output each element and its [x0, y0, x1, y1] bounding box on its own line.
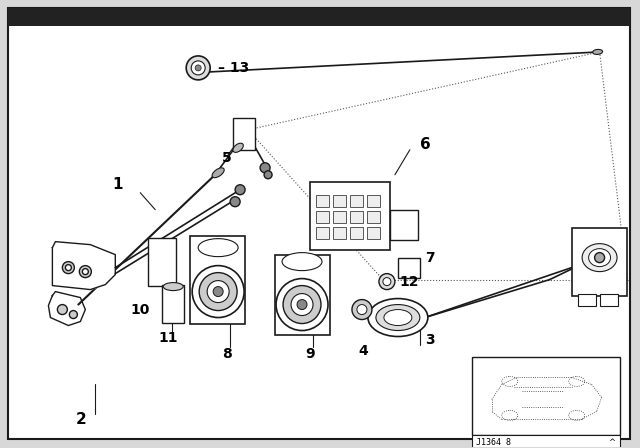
- Ellipse shape: [384, 310, 412, 326]
- Circle shape: [235, 185, 245, 195]
- Text: ^: ^: [608, 438, 615, 447]
- Ellipse shape: [376, 305, 420, 331]
- Ellipse shape: [213, 287, 223, 297]
- Polygon shape: [49, 292, 85, 326]
- Bar: [472, 435, 620, 448]
- Bar: [275, 254, 330, 335]
- Ellipse shape: [163, 283, 183, 291]
- Bar: [316, 227, 329, 239]
- Circle shape: [264, 171, 272, 179]
- Circle shape: [62, 262, 74, 274]
- Text: J1364 8: J1364 8: [476, 438, 511, 447]
- Bar: [367, 227, 380, 239]
- Circle shape: [83, 269, 88, 275]
- Ellipse shape: [233, 143, 243, 152]
- Text: 10: 10: [131, 302, 150, 317]
- Bar: [148, 237, 176, 285]
- Bar: [316, 195, 329, 207]
- Bar: [8, 8, 630, 26]
- Bar: [233, 118, 255, 150]
- Ellipse shape: [212, 168, 224, 178]
- Polygon shape: [52, 241, 115, 289]
- Ellipse shape: [207, 280, 229, 302]
- Bar: [600, 293, 618, 306]
- Bar: [333, 195, 346, 207]
- Ellipse shape: [589, 249, 611, 267]
- Circle shape: [383, 278, 391, 285]
- Bar: [190, 236, 245, 323]
- Circle shape: [69, 310, 77, 319]
- Text: – 13: – 13: [218, 61, 250, 75]
- Circle shape: [186, 56, 210, 80]
- Circle shape: [65, 265, 72, 271]
- Circle shape: [230, 197, 240, 207]
- Circle shape: [195, 65, 201, 71]
- Ellipse shape: [199, 272, 237, 310]
- Text: 2: 2: [76, 412, 86, 427]
- Text: 5: 5: [222, 151, 232, 165]
- Bar: [333, 211, 346, 223]
- Bar: [350, 211, 363, 223]
- Bar: [333, 227, 346, 239]
- Circle shape: [357, 305, 367, 314]
- Text: 12: 12: [400, 275, 419, 289]
- Text: 8: 8: [222, 348, 232, 362]
- Ellipse shape: [297, 300, 307, 310]
- Ellipse shape: [198, 239, 238, 257]
- Bar: [310, 182, 390, 250]
- Ellipse shape: [276, 279, 328, 331]
- Bar: [578, 293, 596, 306]
- Bar: [350, 195, 363, 207]
- Ellipse shape: [582, 244, 617, 271]
- Circle shape: [58, 305, 67, 314]
- Bar: [350, 227, 363, 239]
- Ellipse shape: [291, 293, 313, 315]
- Text: 4: 4: [358, 345, 368, 358]
- Text: 3: 3: [425, 332, 435, 346]
- Bar: [162, 284, 184, 323]
- Bar: [316, 211, 329, 223]
- Bar: [367, 211, 380, 223]
- Text: 9: 9: [305, 348, 315, 362]
- Circle shape: [260, 163, 270, 173]
- Circle shape: [352, 300, 372, 319]
- Ellipse shape: [593, 49, 603, 55]
- Ellipse shape: [282, 253, 322, 271]
- Ellipse shape: [283, 285, 321, 323]
- Bar: [367, 195, 380, 207]
- Circle shape: [79, 266, 92, 278]
- Text: 1: 1: [112, 177, 123, 192]
- Circle shape: [379, 274, 395, 289]
- Text: 7: 7: [425, 250, 435, 265]
- Ellipse shape: [192, 266, 244, 318]
- Ellipse shape: [368, 298, 428, 336]
- Bar: [398, 258, 420, 278]
- Bar: [390, 210, 418, 240]
- Circle shape: [595, 253, 605, 263]
- Bar: [472, 358, 620, 435]
- Bar: [572, 228, 627, 296]
- Circle shape: [191, 61, 205, 75]
- Text: 6: 6: [420, 137, 431, 152]
- Text: 11: 11: [158, 331, 178, 345]
